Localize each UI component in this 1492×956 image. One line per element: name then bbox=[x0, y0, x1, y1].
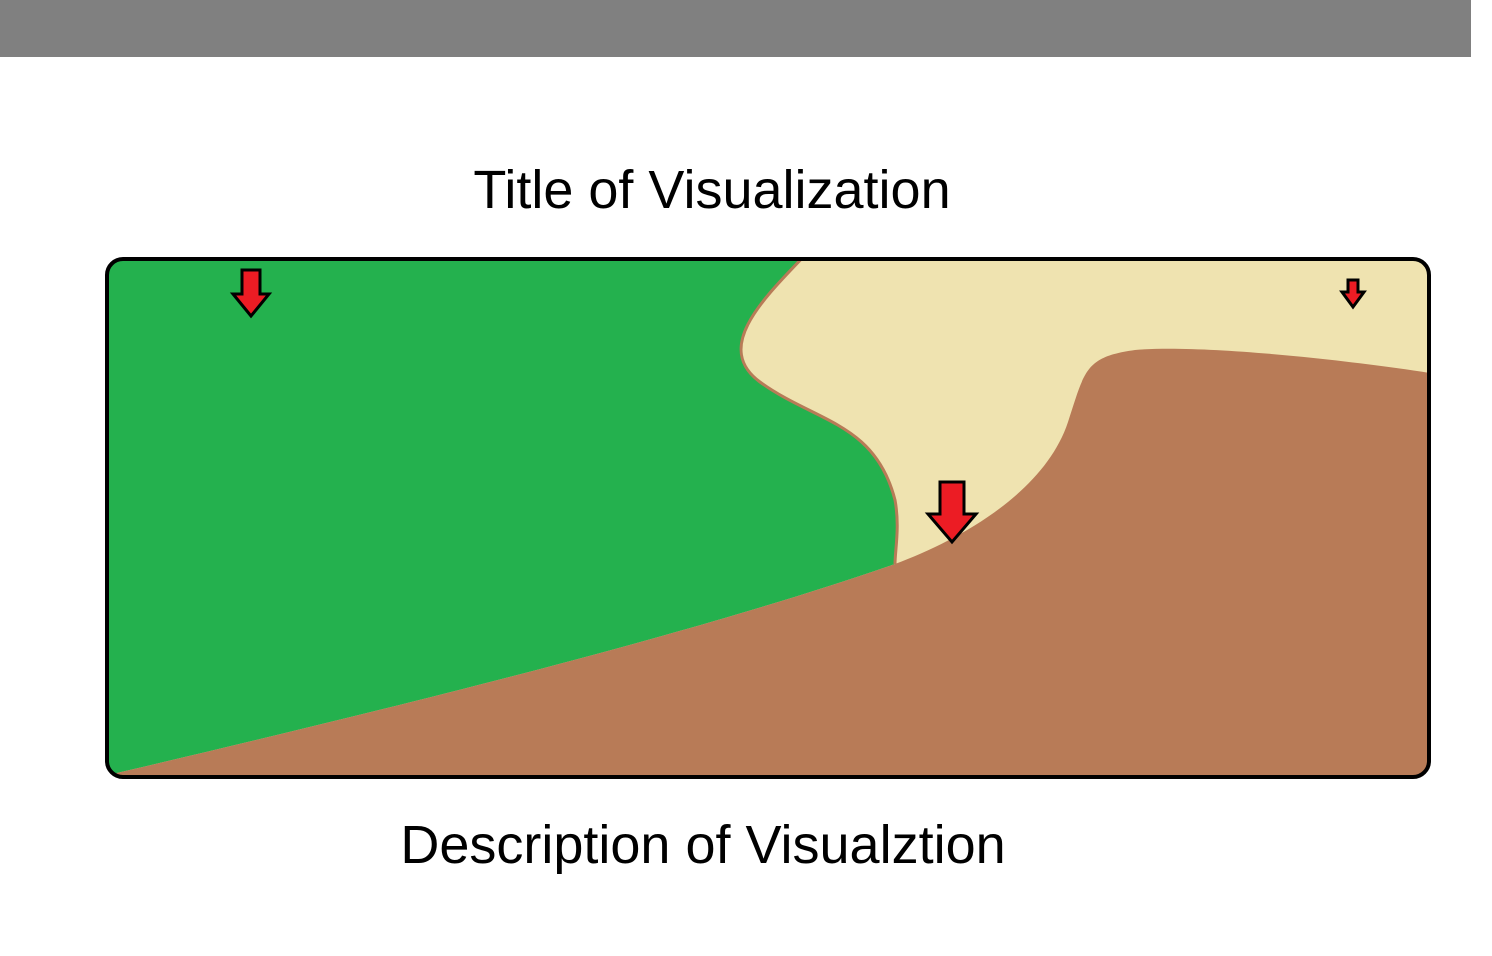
brown-region bbox=[107, 348, 1429, 777]
top-bar bbox=[0, 0, 1471, 57]
visualization-description: Description of Visualztion bbox=[400, 815, 1006, 875]
green-region bbox=[107, 259, 898, 777]
visualization-title: Title of Visualization bbox=[473, 160, 951, 220]
green-region-edge bbox=[739, 259, 899, 565]
arrow-center bbox=[924, 480, 980, 545]
down-arrow-icon bbox=[229, 268, 273, 319]
arrow-left bbox=[229, 268, 273, 319]
visualization-canvas bbox=[105, 257, 1431, 779]
down-arrow-icon bbox=[924, 480, 980, 545]
visualization-frame bbox=[105, 257, 1431, 779]
down-arrow-icon bbox=[1339, 278, 1367, 310]
arrow-right bbox=[1339, 278, 1367, 310]
